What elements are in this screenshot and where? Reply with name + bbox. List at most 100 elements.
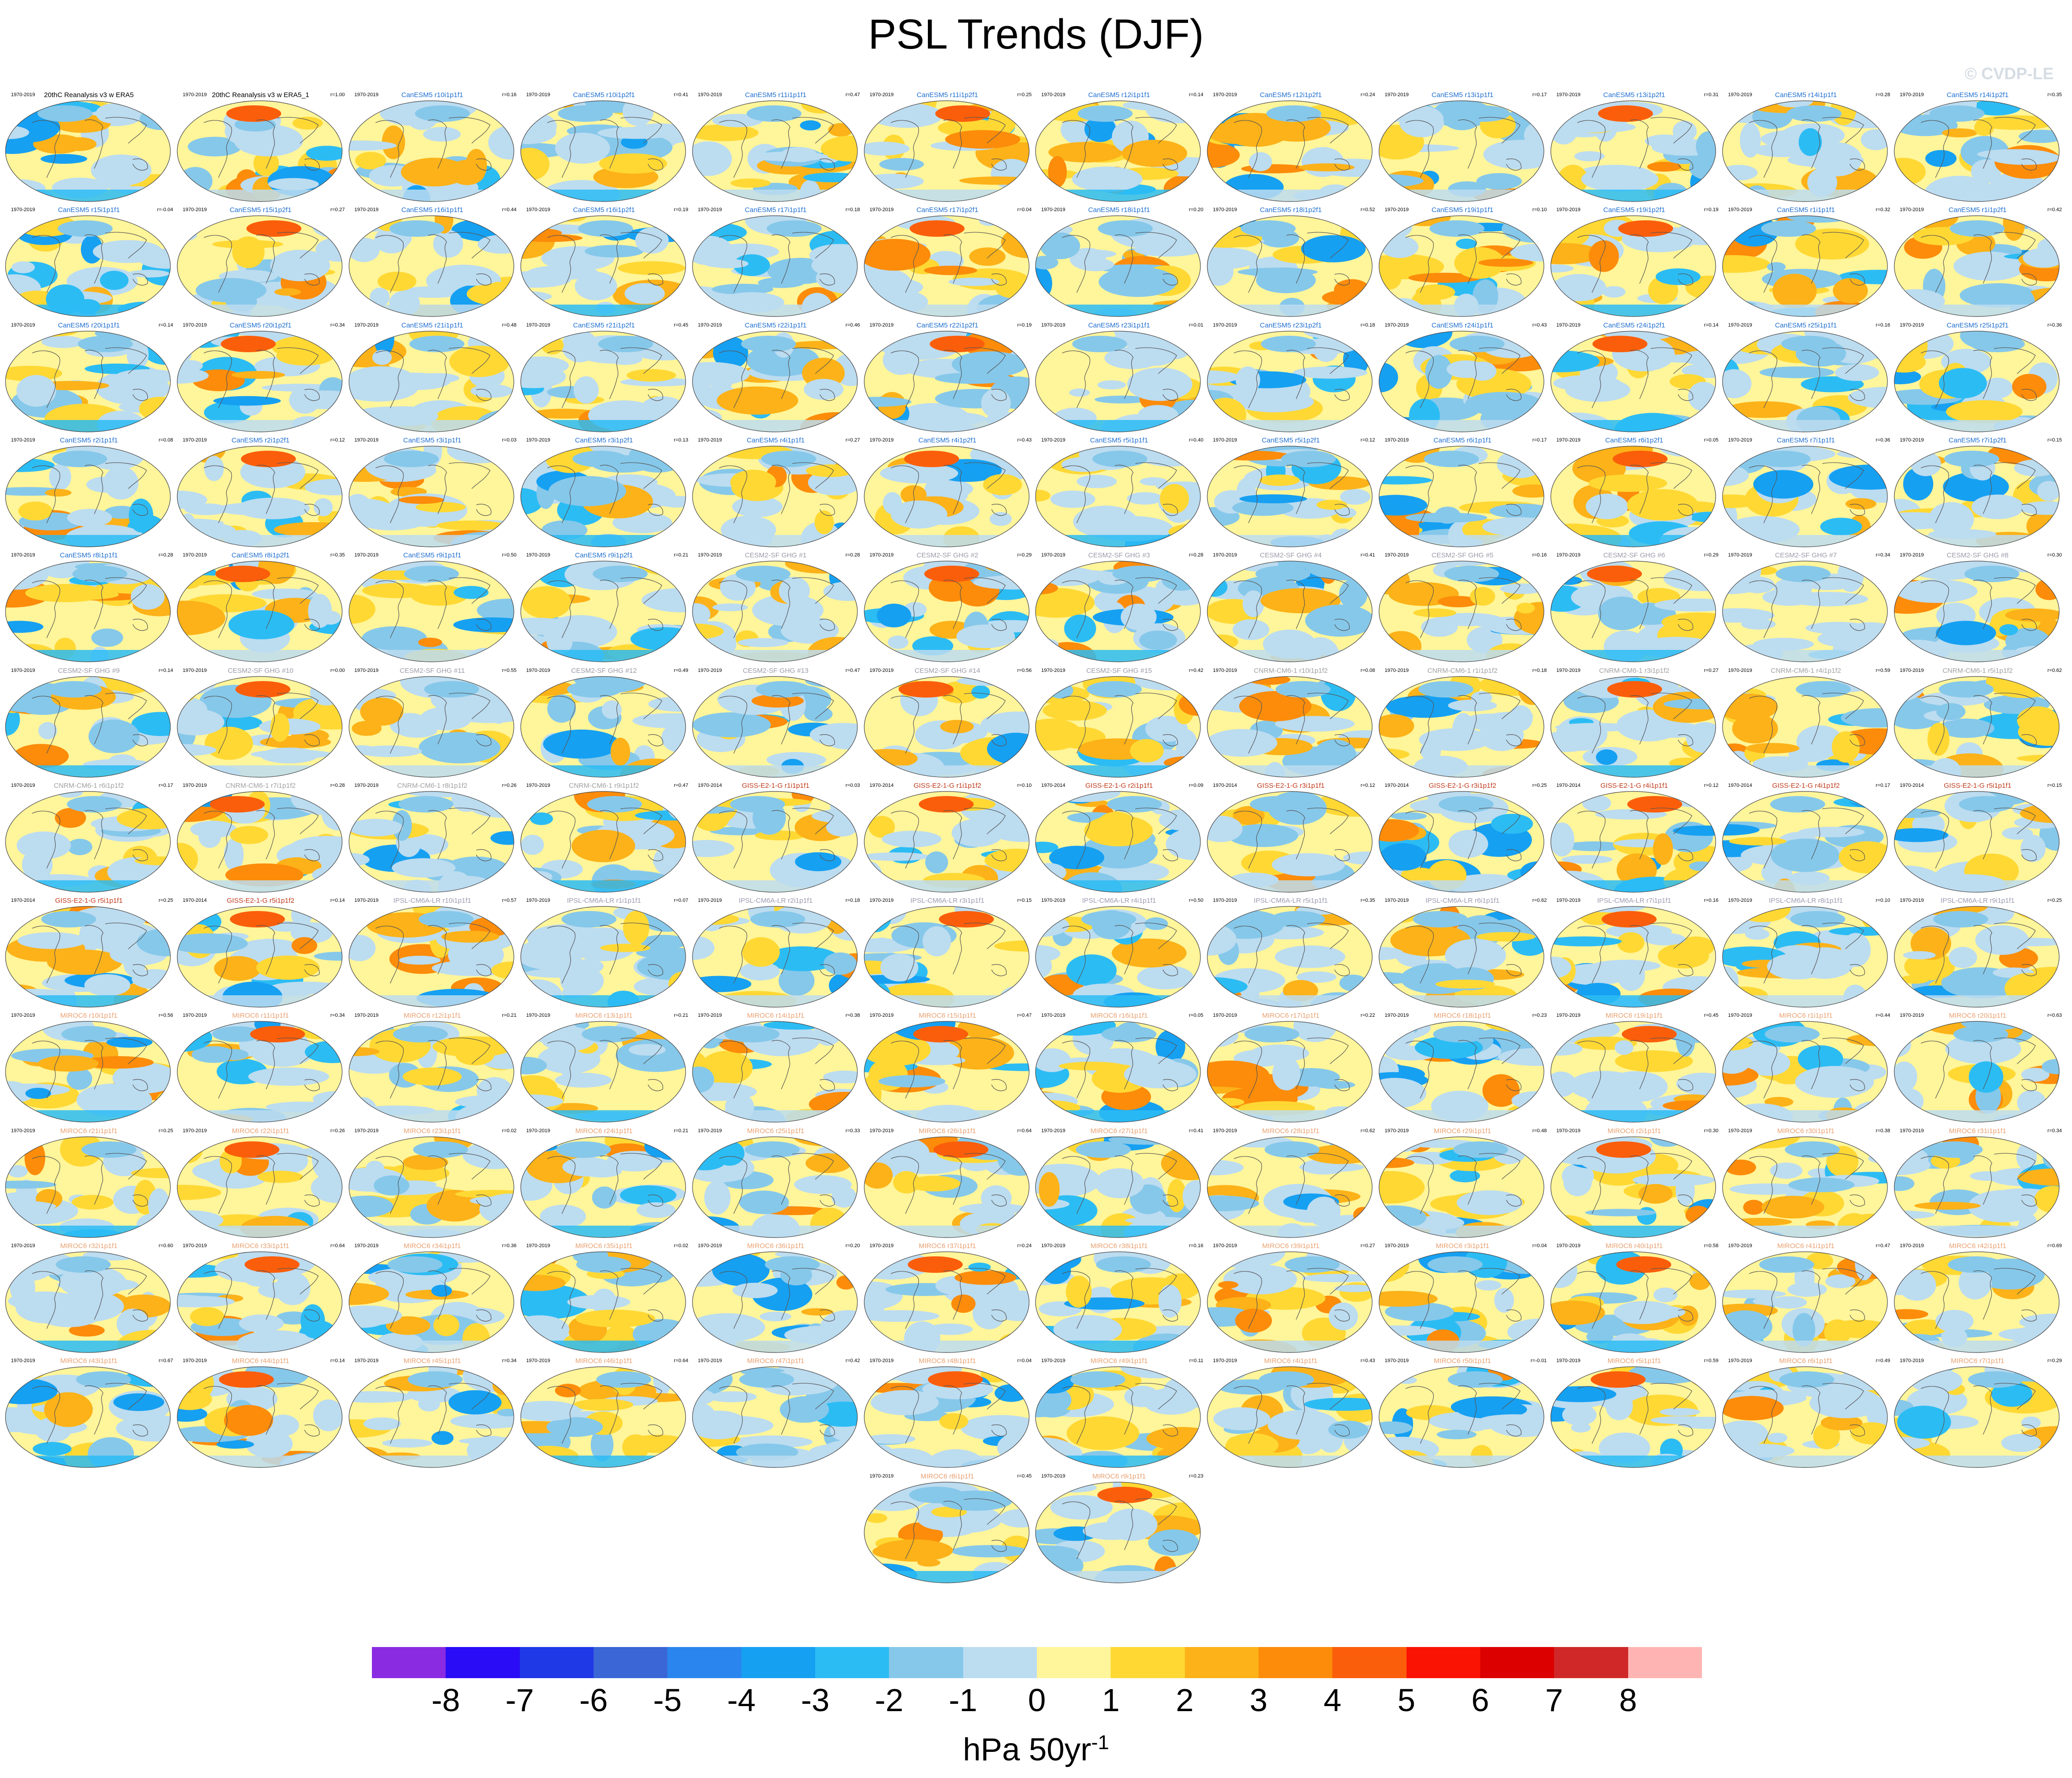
panel-title: GISS-E2-1-G r1i1p1f1: [742, 782, 810, 790]
trend-anomaly: [801, 1308, 833, 1316]
globe-map: [692, 100, 858, 202]
colorbar-tick-label: 4: [1323, 1682, 1341, 1718]
trend-anomaly: [414, 373, 459, 383]
colorbar-tick-label: -4: [727, 1682, 756, 1718]
map-panel: 1970-2019 CanESM5 r13i1p1f1 r=0.17: [1378, 92, 1547, 202]
southern-ocean-band: [349, 420, 514, 432]
panel-correlation: r=0.11: [1189, 1358, 1204, 1364]
map-panel: 1970-2019 IPSL-CM6A-LR r10i1p1f1 r=0.57: [348, 897, 517, 1008]
panel-correlation: r=0.41: [1189, 1128, 1204, 1134]
panel-correlation: r=0.25: [158, 898, 174, 904]
map-panel: 1970-2019 CanESM5 r3i1p2f1 r=0.13: [520, 437, 688, 547]
trend-anomaly: [610, 737, 630, 766]
trend-anomaly: [260, 747, 318, 764]
panel-correlation: r=0.07: [674, 898, 688, 904]
globe-map: [1722, 676, 1888, 778]
globe-map: [692, 561, 858, 662]
panel-correlation: r=0.02: [502, 1128, 517, 1134]
north-pacific-center: [750, 911, 805, 928]
panel-correlation: r=0.26: [330, 1128, 345, 1134]
panel-title: GISS-E2-1-G r3i1p1f2: [1429, 782, 1496, 790]
trend-anomaly: [574, 272, 617, 300]
panel-correlation: r=0.17: [1876, 782, 1891, 788]
north-pacific-center: [1070, 1371, 1126, 1388]
trend-anomaly: [521, 834, 544, 855]
trend-anomaly: [1910, 452, 1941, 476]
trend-anomaly: [274, 288, 301, 296]
trend-anomaly: [1725, 1159, 1756, 1175]
trend-anomaly: [1158, 1284, 1182, 1318]
map-panel: 1970-2019 CanESM5 r25i1p1f1 r=0.16: [1722, 322, 1890, 432]
panel-correlation: r=0.59: [1876, 667, 1891, 673]
southern-ocean-band: [1379, 765, 1544, 777]
trend-anomaly: [626, 369, 676, 382]
panel-correlation: r=0.46: [845, 322, 860, 328]
globe-map: [1894, 330, 2060, 432]
southern-ocean-band: [5, 1225, 170, 1238]
globe-outline: [1550, 215, 1716, 317]
globe-map: [349, 561, 514, 662]
globe-map: [863, 1481, 1030, 1583]
globe-map: [1035, 561, 1201, 662]
panel-title: CNRM-CM6-1 r4i1p1f2: [1771, 667, 1841, 675]
trend-anomaly: [1574, 151, 1605, 162]
map-panel: 1970-2014 GISS-E2-1-G r3i1p1f2 r=0.25: [1378, 782, 1547, 893]
colorbar-swatch: [815, 1647, 889, 1678]
globe-map: [1550, 906, 1716, 1008]
trend-anomaly: [1632, 1173, 1715, 1186]
map-panel: 1970-2019 MIROC6 r50i1p1f1 r=-0.01: [1378, 1358, 1547, 1468]
globe-map: [1550, 1136, 1716, 1238]
map-panel: 1970-2019 MIROC6 r17i1p1f1 r=0.22: [1206, 1012, 1375, 1123]
north-pacific-center: [1622, 1026, 1677, 1043]
map-panel: 1970-2019 IPSL-CM6A-LR r2i1p1f1 r=0.18: [692, 897, 860, 1008]
map-panel: 1970-2019 CanESM5 r12i1p1f1 r=0.14: [1035, 92, 1203, 202]
map-panel: 1970-2019 MIROC6 r39i1p1f1 r=0.27: [1206, 1243, 1375, 1353]
southern-ocean-band: [177, 1225, 342, 1238]
trend-anomaly: [1645, 134, 1685, 148]
trend-anomaly: [313, 498, 333, 516]
panel-title: CESM2-SF GHG #3: [1088, 552, 1150, 560]
trend-anomaly: [1897, 1406, 1951, 1439]
southern-ocean-band: [692, 650, 857, 662]
panel-title: CanESM5 r22i1p1f1: [745, 322, 807, 329]
trend-anomaly: [711, 284, 774, 295]
southern-ocean-band: [177, 1456, 342, 1468]
trend-anomaly: [864, 142, 910, 156]
map-panel: 1970-2019 IPSL-CM6A-LR r6i1p1f1 r=0.62: [1378, 897, 1547, 1008]
trend-anomaly: [555, 1384, 581, 1397]
trend-anomaly: [968, 1262, 991, 1272]
map-panel: 1970-2019 CanESM5 r21i1p2f1 r=0.45: [520, 322, 688, 432]
panel-title: CanESM5 r17i1p2f1: [916, 207, 979, 214]
trend-anomaly: [1339, 579, 1368, 609]
trend-anomaly: [1470, 587, 1495, 606]
trend-anomaly: [8, 1165, 28, 1178]
globe-map: [5, 561, 171, 662]
trend-anomaly: [575, 1309, 655, 1328]
globe-outline: [5, 215, 171, 317]
globe-map: [1207, 1136, 1373, 1238]
trend-anomaly: [248, 1067, 329, 1086]
panel-correlation: r=0.28: [845, 552, 860, 558]
map-panel: 1970-2019 CNRM-CM6-1 r7i1p1f2 r=0.28: [176, 782, 345, 893]
southern-ocean-band: [1551, 1225, 1716, 1238]
trend-anomaly: [1207, 247, 1259, 270]
southern-ocean-band: [864, 1571, 1029, 1583]
trend-anomaly: [644, 1136, 677, 1158]
trend-anomaly: [1380, 843, 1427, 871]
map-panel: 1970-2014 GISS-E2-1-G r4i1p1f2 r=0.17: [1722, 782, 1891, 893]
southern-ocean-band: [1207, 880, 1373, 892]
trend-anomaly: [1553, 375, 1621, 391]
north-pacific-center: [938, 911, 994, 928]
panel-correlation: r=0.12: [1704, 782, 1719, 788]
trend-anomaly: [1337, 507, 1357, 518]
north-pacific-center: [766, 220, 822, 237]
southern-ocean-band: [5, 995, 170, 1008]
map-panel: 1970-2019 CanESM5 r11i1p2f1 r=0.25: [863, 92, 1032, 202]
trend-anomaly: [1506, 1456, 1544, 1468]
map-panel: 1970-2019 CanESM5 r12i1p2f1 r=0.24: [1206, 92, 1375, 202]
trend-anomaly: [1852, 446, 1887, 453]
trend-anomaly: [1853, 1342, 1873, 1352]
trend-anomaly: [1936, 703, 1966, 720]
trend-anomaly: [878, 1075, 945, 1088]
southern-ocean-band: [5, 305, 170, 317]
